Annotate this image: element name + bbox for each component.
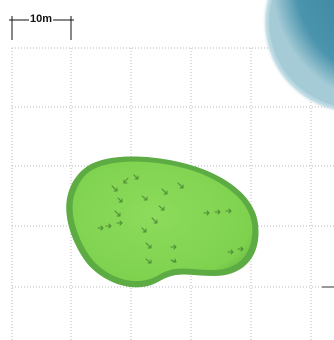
slope-arrow-icon xyxy=(145,258,152,264)
slope-arrow-icon xyxy=(225,208,232,214)
slope-arrow-icon xyxy=(133,174,139,180)
slope-arrow-icon xyxy=(141,227,147,233)
slope-arrow-icon xyxy=(177,182,184,189)
slope-arrow-icon xyxy=(237,246,244,252)
slope-arrow-icon xyxy=(170,258,177,263)
slope-arrow-icon xyxy=(105,223,112,229)
water-hazard-icon xyxy=(265,0,334,110)
slope-arrow-icon xyxy=(170,244,177,250)
slope-arrow-icon xyxy=(117,197,123,203)
slope-arrows xyxy=(97,174,244,264)
slope-arrow-icon xyxy=(151,217,158,224)
slope-arrow-icon xyxy=(114,210,121,217)
slope-arrow-icon xyxy=(111,185,118,192)
slope-arrow-icon xyxy=(203,210,210,216)
slope-arrow-icon xyxy=(123,177,129,184)
slope-arrow-icon xyxy=(141,195,148,201)
slope-arrow-icon xyxy=(145,242,152,249)
putting-green xyxy=(66,156,259,288)
slope-arrow-icon xyxy=(97,225,104,231)
slope-arrow-icon xyxy=(158,205,165,211)
slope-arrow-icon xyxy=(227,249,234,255)
slope-arrow-icon xyxy=(214,209,221,215)
slope-arrow-icon xyxy=(161,188,168,195)
slope-arrow-icon xyxy=(116,220,123,226)
scale-label: 10m xyxy=(29,13,54,25)
